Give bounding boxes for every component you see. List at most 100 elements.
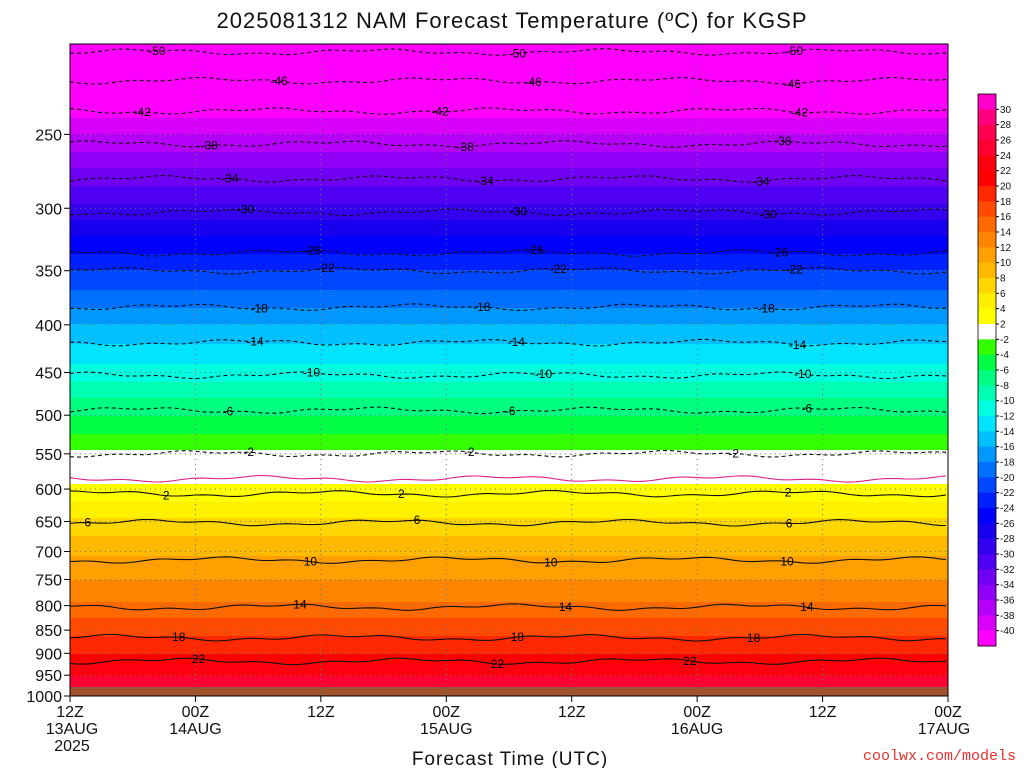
isotherm-label: -26: [304, 244, 322, 258]
isotherm-label: -2: [728, 446, 739, 460]
isotherm-label: 2: [398, 487, 405, 501]
isotherm-label: -6: [222, 405, 233, 419]
isotherm-label: 14: [800, 600, 814, 614]
colorbar-swatch: [978, 569, 996, 586]
isotherm-label: -34: [752, 174, 770, 188]
isotherm-label: 18: [747, 631, 761, 645]
colorbar-label: 22: [1000, 166, 1012, 177]
colorbar-label: -22: [1000, 488, 1015, 499]
isotherm-label: -50: [148, 44, 166, 58]
colorbar-swatch: [978, 370, 996, 386]
isotherm-label: 22: [192, 652, 206, 666]
y-tick-label: 450: [35, 366, 62, 383]
colorbar-swatch: [978, 615, 996, 632]
isotherm-label: -50: [786, 44, 804, 58]
colorbar-swatch: [978, 278, 996, 294]
y-tick-label: 850: [35, 623, 62, 640]
colorbar-label: -10: [1000, 396, 1015, 407]
colorbar-label: -12: [1000, 412, 1015, 423]
colorbar-swatch: [978, 630, 996, 647]
colorbar-swatch: [978, 155, 996, 172]
colorbar-label: -8: [1000, 381, 1009, 392]
x-tick-label: 17AUG: [918, 721, 970, 738]
colorbar-swatch: [978, 247, 996, 264]
colorbar-swatch: [978, 462, 996, 478]
colorbar-label: -40: [1000, 626, 1015, 637]
colorbar: 30 28 26 24 22 20 18 16 14 12 10 8 6 4 2 -2 -4 -6 -8 -10 -12…: [977, 93, 1015, 647]
isotherm-label: -34: [476, 174, 494, 188]
colorbar-swatch: [978, 124, 996, 141]
colorbar-swatch: [978, 385, 996, 402]
colorbar-label: 30: [1000, 105, 1012, 116]
isotherm-label: -30: [510, 204, 528, 218]
colorbar-swatch: [978, 538, 996, 555]
colorbar-label: -2: [1000, 335, 1009, 346]
temperature-fill: [70, 44, 948, 696]
x-tick-label: 12Z: [56, 704, 84, 721]
isotherm-label: 10: [544, 555, 558, 569]
isotherm-line: [70, 474, 947, 483]
colorbar-swatch: [978, 477, 996, 494]
isotherm-label: -38: [774, 134, 792, 148]
colorbar-swatch: [978, 339, 996, 356]
colorbar-swatch: [978, 416, 996, 432]
isotherm-label: 2: [785, 486, 792, 500]
x-tick-label: 00Z: [683, 704, 711, 721]
colorbar-swatch: [978, 354, 996, 371]
isotherm-label: 2: [163, 489, 170, 503]
colorbar-swatch: [978, 324, 996, 340]
colorbar-label: -14: [1000, 427, 1015, 438]
colorbar-swatch: [978, 554, 996, 570]
colorbar-swatch: [978, 400, 996, 417]
isotherm-line: [70, 657, 946, 666]
y-tick-label: 950: [35, 668, 62, 685]
isotherm-label: -22: [549, 262, 567, 276]
colorbar-label: -28: [1000, 534, 1015, 545]
isotherm-label: -22: [786, 262, 804, 276]
isotherm-label: -18: [473, 300, 491, 314]
colorbar-swatch: [978, 600, 996, 616]
colorbar-label: 14: [1000, 228, 1012, 239]
x-tick-label: 2025: [54, 738, 90, 755]
colorbar-label: -30: [1000, 550, 1015, 561]
isotherm-label: -38: [200, 139, 218, 153]
isotherm-label: -26: [526, 243, 544, 257]
y-tick-label: 1000: [26, 689, 62, 706]
x-tick-label: 12Z: [809, 704, 837, 721]
colorbar-label: 18: [1000, 197, 1012, 208]
isotherm-label: 10: [780, 554, 794, 568]
x-tick-label: 13AUG: [46, 721, 98, 738]
isotherm-label: -14: [246, 335, 264, 349]
colorbar-swatch: [978, 186, 996, 202]
isotherm-label: 6: [786, 516, 793, 530]
x-tick-label: 14AUG: [169, 721, 221, 738]
isotherm-label: -46: [784, 77, 802, 91]
isotherm-label: -42: [133, 105, 151, 119]
colorbar-label: 16: [1000, 212, 1012, 223]
y-tick-label: 350: [35, 264, 62, 281]
colorbar-label: 4: [1000, 304, 1006, 315]
y-tick-label: 650: [35, 514, 62, 531]
y-tick-label: 250: [35, 127, 62, 144]
colorbar-label: -34: [1000, 580, 1015, 591]
isotherm-label: 10: [304, 555, 318, 569]
y-axis: 250 300 350 400 450 500 550 600 650 700 750 800 850 9…: [26, 127, 70, 706]
y-tick-label: 300: [35, 201, 62, 218]
colorbar-label: -16: [1000, 442, 1015, 453]
isotherm-label: -18: [251, 301, 269, 315]
colorbar-label: 28: [1000, 120, 1012, 131]
isotherm-label: 18: [172, 630, 186, 644]
isotherm-label: -30: [760, 207, 778, 221]
isotherm-label: -46: [524, 75, 542, 89]
isotherm-line: [70, 603, 947, 611]
y-tick-label: 700: [35, 545, 62, 562]
isotherm-label: -14: [789, 338, 807, 352]
isotherm-label: -6: [505, 404, 516, 418]
colorbar-swatch: [978, 293, 996, 310]
x-tick-label: 00Z: [182, 704, 210, 721]
colorbar-swatch: [978, 140, 996, 156]
isotherm-label: 22: [491, 657, 505, 671]
